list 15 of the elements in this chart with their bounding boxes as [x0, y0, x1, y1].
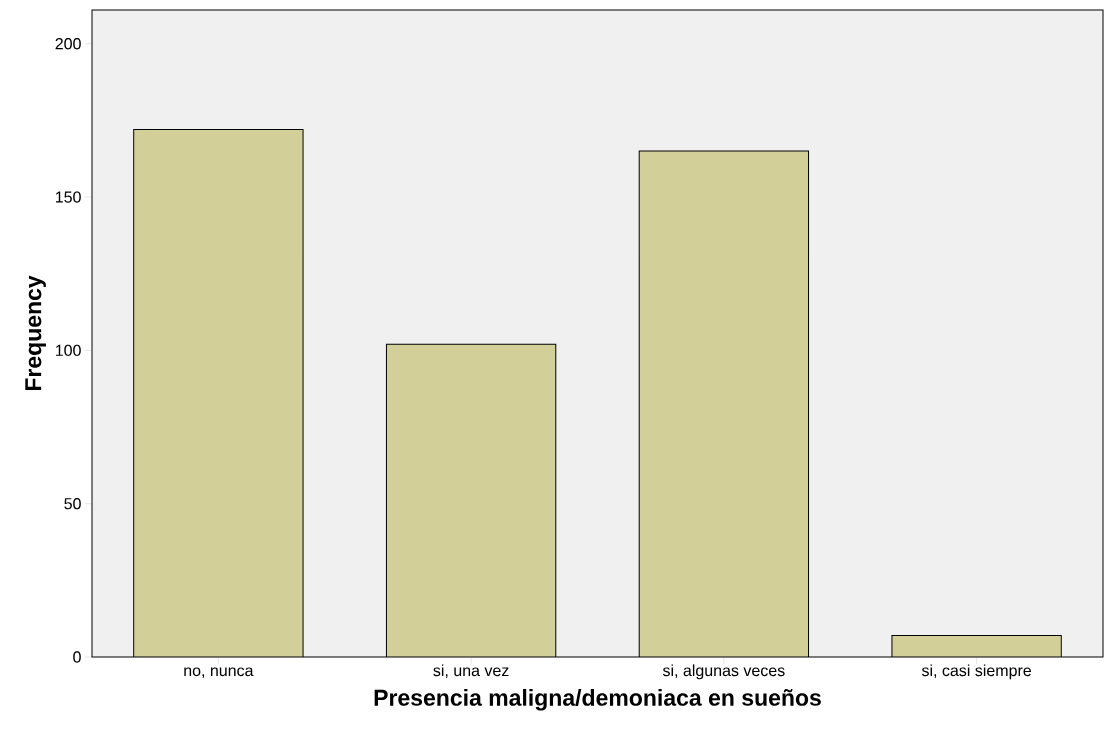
x-tick-label: si, casi siempre	[921, 664, 1032, 680]
y-tick-label: 100	[55, 344, 81, 357]
bar	[891, 635, 1062, 657]
y-tick-label: 150	[55, 191, 81, 203]
bar	[638, 150, 810, 657]
x-tick-label: no, nunca	[184, 667, 254, 679]
x-tick-label: si, una vez	[433, 664, 509, 679]
y-tick-label: 50	[64, 498, 81, 510]
y-tick-label: 200	[55, 38, 81, 50]
x-tick-label: si, algunas veces	[662, 664, 785, 680]
x-axis-title: Presencia maligna/demoniaca en sueños	[374, 688, 821, 711]
y-axis-title: Frequency	[25, 275, 46, 391]
bar	[385, 343, 557, 657]
bar	[133, 129, 304, 657]
y-tick-label: 0	[73, 651, 81, 663]
